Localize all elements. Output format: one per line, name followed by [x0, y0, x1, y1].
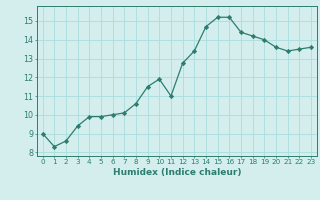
- X-axis label: Humidex (Indice chaleur): Humidex (Indice chaleur): [113, 168, 241, 177]
